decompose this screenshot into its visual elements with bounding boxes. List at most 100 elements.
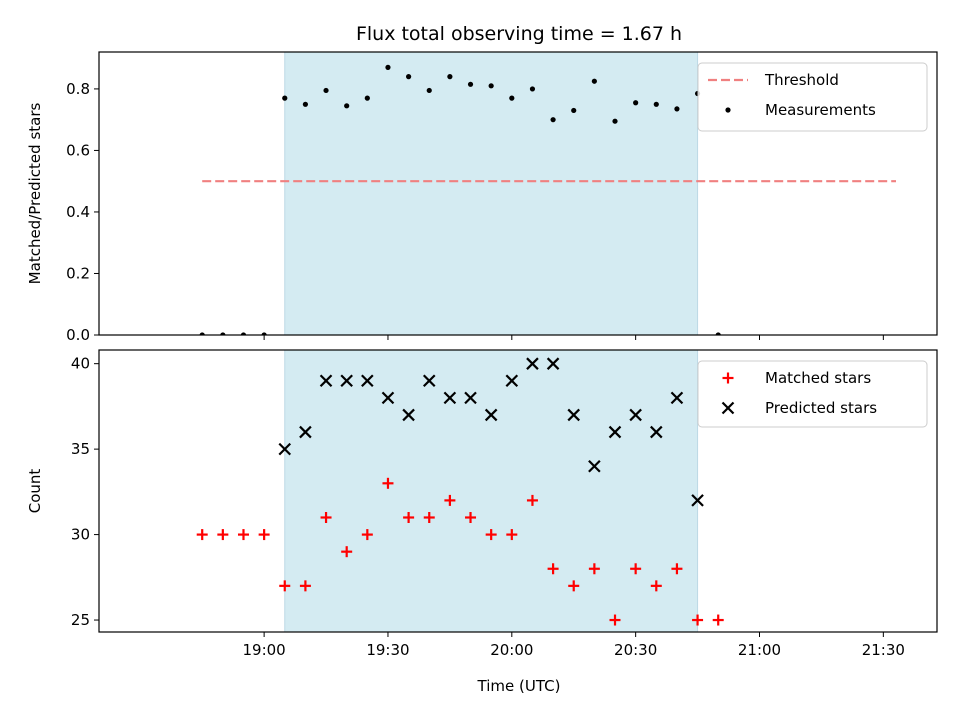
data-point (653, 101, 659, 107)
y-tick-label: 0.2 (66, 264, 90, 282)
y-tick-label: 0.4 (66, 203, 90, 221)
data-point (319, 374, 333, 388)
y-tick-label: 0.0 (66, 326, 90, 344)
data-point (529, 86, 536, 92)
observing-window-span (284, 52, 698, 335)
x-tick-label: 19:00 (243, 641, 286, 659)
series-matched-stars (196, 477, 724, 626)
data-point (715, 332, 721, 335)
data-point (485, 529, 497, 541)
data-point (691, 494, 704, 507)
data-point (484, 408, 498, 422)
data-point (692, 614, 704, 626)
data-point (447, 74, 453, 80)
series-measurements (199, 64, 721, 335)
plot-area (196, 357, 724, 626)
data-point (488, 83, 494, 89)
data-point (302, 101, 309, 107)
y-tick-label: 0.8 (66, 80, 90, 98)
legend-box (697, 360, 928, 428)
data-point (196, 529, 208, 541)
data-point (382, 477, 394, 489)
data-point (505, 374, 519, 388)
data-point (465, 511, 477, 523)
data-point (402, 408, 415, 422)
data-point (237, 529, 249, 541)
series-predicted-stars (278, 357, 704, 507)
data-point (712, 614, 724, 626)
axes-frame (98, 349, 938, 633)
data-point (629, 408, 642, 422)
data-point (608, 425, 622, 439)
y-tick-label: 35 (71, 440, 90, 458)
y-axis-label: Count (26, 469, 44, 514)
data-point (361, 374, 374, 388)
observing-window-span (284, 350, 698, 632)
x-tick-label: 19:30 (366, 641, 409, 659)
data-point (650, 425, 663, 439)
ratio-panel: 0.0 0.2 0.4 0.6 0.8 Matched/Predicted stars Th… (26, 51, 938, 344)
x-tick-label: 21:30 (862, 641, 905, 659)
chart-title: Flux total observing time = 1.67 h (356, 23, 682, 45)
legend: Threshold Measurements (697, 62, 928, 132)
data-point (279, 580, 291, 592)
data-point (526, 494, 538, 506)
data-point (258, 529, 270, 541)
x-tick-label: 20:30 (614, 641, 657, 659)
legend-marker (721, 401, 735, 415)
data-point (630, 563, 642, 575)
data-point (340, 374, 353, 388)
data-point (361, 529, 373, 541)
data-point (385, 64, 391, 70)
data-point (364, 95, 370, 101)
data-point (423, 511, 435, 523)
data-point (671, 563, 683, 575)
plot-area (199, 64, 896, 335)
legend-label: Matched stars (765, 369, 871, 387)
data-point (633, 100, 639, 106)
data-point (591, 78, 597, 84)
data-point (609, 614, 621, 626)
data-point (567, 408, 581, 422)
data-point (571, 107, 577, 114)
axes-frame (98, 51, 938, 336)
legend: Matched stars Predicted stars (697, 360, 928, 428)
data-point (341, 546, 353, 558)
legend-marker (722, 372, 734, 384)
data-point (344, 103, 350, 109)
legend-marker (725, 107, 731, 113)
data-point (612, 118, 618, 124)
data-point (568, 580, 580, 592)
y-tick-label: 0.6 (66, 141, 90, 159)
data-point (220, 332, 226, 335)
legend-label: Threshold (764, 71, 839, 89)
data-point (444, 494, 456, 506)
count-panel: 25 30 35 40 19:00 19:30 20:00 20:30 21:00 21:30 Co… (26, 349, 938, 659)
data-point (588, 459, 601, 473)
data-point (320, 511, 332, 523)
data-point (406, 74, 412, 80)
legend-box (697, 62, 928, 132)
data-point (422, 374, 436, 388)
data-point (509, 95, 515, 101)
data-point (547, 563, 559, 575)
legend-label: Measurements (765, 101, 876, 119)
y-axis-label: Matched/Predicted stars (26, 103, 44, 285)
x-tick-label: 20:00 (490, 641, 533, 659)
data-point (426, 87, 432, 94)
y-tick-label: 40 (71, 355, 90, 373)
x-axis-label: Time (UTC) (477, 677, 561, 695)
data-point (467, 81, 474, 87)
data-point (299, 580, 311, 592)
data-point (443, 391, 457, 405)
legend-label: Predicted stars (765, 399, 877, 417)
y-tick-label: 25 (71, 611, 90, 629)
data-point (674, 106, 680, 112)
data-point (299, 425, 312, 439)
data-point (464, 391, 477, 405)
data-point (403, 511, 415, 523)
data-point (506, 529, 518, 541)
data-point (550, 117, 556, 123)
data-point (546, 357, 560, 370)
